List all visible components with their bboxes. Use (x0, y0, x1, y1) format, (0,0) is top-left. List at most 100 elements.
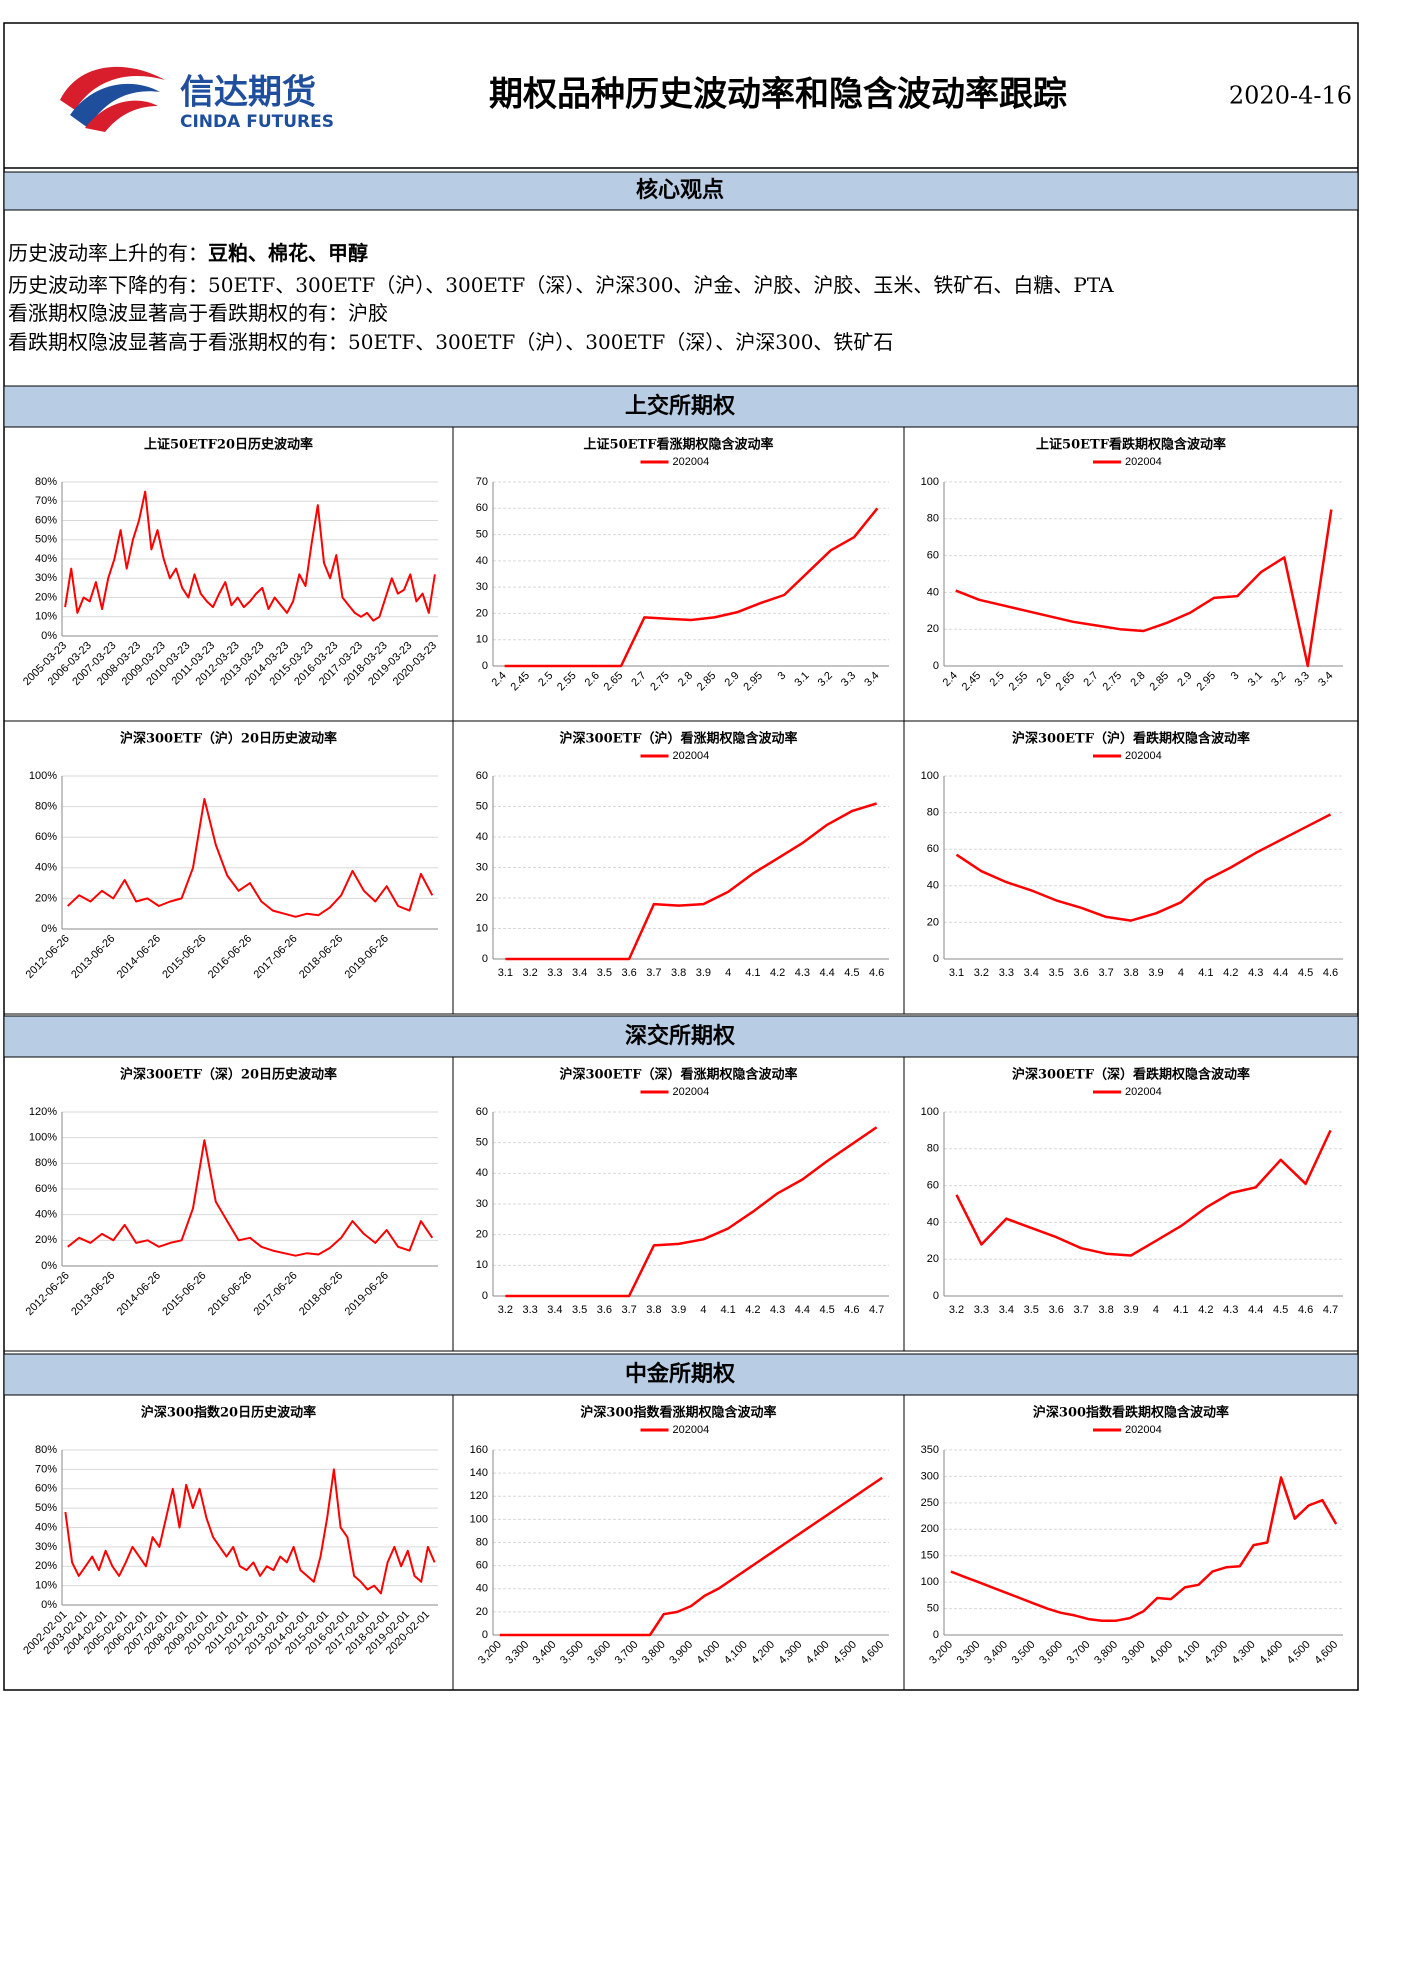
section-bar (3, 171, 1359, 211)
data-line (955, 813, 1332, 922)
x-tick-label: 2.75 (648, 670, 672, 694)
legend-label: 202004 (673, 456, 710, 468)
data-line (64, 1468, 436, 1595)
data-line (955, 509, 1333, 668)
y-tick-label: 0 (482, 660, 488, 672)
x-tick-label: 2012-06-26 (24, 1270, 72, 1318)
x-tick-label: 2.9 (722, 670, 741, 689)
x-tick-label: 4,400 (804, 1639, 832, 1667)
chart-title: 沪深300指数20日历史波动率 (141, 1405, 316, 1421)
y-tick-label: 80 (927, 513, 939, 525)
data-line (499, 1476, 883, 1637)
x-tick-label: 4 (700, 1304, 706, 1316)
x-tick-label: 3.6 (621, 967, 636, 979)
y-tick-label: 50 (476, 800, 488, 812)
x-tick-label: 2013-06-26 (69, 1270, 117, 1318)
data-line (67, 798, 434, 918)
x-tick-label: 3.8 (646, 1304, 661, 1316)
x-tick-label: 2.5 (988, 670, 1007, 689)
x-tick-label: 4.2 (1198, 1304, 1213, 1316)
y-tick-label: 30% (35, 1541, 57, 1553)
data-line (67, 1139, 434, 1257)
y-tick-label: 100% (29, 1132, 57, 1144)
x-tick-label: 2.9 (1175, 670, 1194, 689)
x-tick-label: 2014-06-26 (115, 1270, 163, 1318)
y-tick-label: 40% (35, 1209, 57, 1221)
y-tick-label: 80% (35, 801, 57, 813)
x-tick-label: 2.55 (555, 670, 579, 694)
chart-title: 沪深300ETF（沪）看涨期权隐含波动率 (560, 731, 798, 747)
chart-frame (903, 1056, 1359, 1352)
x-tick-label: 2.7 (1081, 670, 1100, 689)
x-tick-label: 2.4 (941, 670, 960, 689)
core-line: 看跌期权隐波显著高于看涨期权的有：50ETF、300ETF（沪）、300ETF（… (8, 330, 893, 354)
y-tick-label: 20 (927, 1253, 939, 1265)
chart-frame (903, 1394, 1359, 1691)
x-tick-label: 2.45 (508, 670, 532, 694)
x-tick-label: 3.4 (999, 1304, 1014, 1316)
y-tick-label: 20 (476, 1229, 488, 1241)
y-tick-label: 0 (933, 1290, 939, 1302)
y-tick-label: 200 (921, 1523, 939, 1535)
x-tick-label: 3.9 (1148, 967, 1163, 979)
x-tick-label: 4,500 (1285, 1639, 1313, 1667)
x-tick-label: 2019-06-26 (343, 933, 391, 981)
x-tick-label: 3.8 (671, 967, 686, 979)
chart-title: 沪深300ETF（深）看涨期权隐含波动率 (560, 1067, 798, 1083)
core-items: 50ETF、300ETF（沪）、300ETF（深）、沪深300、沪金、沪胶、沪胶… (208, 273, 1114, 297)
y-tick-label: 80% (35, 1157, 57, 1169)
x-tick-label: 4,500 (831, 1639, 859, 1667)
x-tick-label: 2012-06-26 (24, 933, 72, 981)
x-tick-label: 2019-06-26 (343, 1270, 391, 1318)
x-tick-label: 3.5 (572, 1304, 587, 1316)
x-tick-label: 3.4 (572, 967, 587, 979)
x-tick-label: 2.5 (536, 670, 555, 689)
y-tick-label: 70% (35, 495, 57, 507)
x-tick-label: 3,200 (927, 1639, 955, 1667)
x-tick-label: 2014-06-26 (115, 933, 163, 981)
logo-swoosh (85, 100, 158, 132)
x-tick-label: 3,400 (982, 1639, 1010, 1667)
y-tick-label: 350 (921, 1444, 939, 1456)
legend-label: 202004 (1125, 1086, 1162, 1098)
y-tick-label: 10% (35, 1580, 57, 1592)
section-title: 上交所期权 (625, 393, 736, 419)
x-tick-label: 2.85 (1148, 670, 1172, 694)
x-tick-label: 3,700 (1065, 1639, 1093, 1667)
data-line (64, 490, 436, 622)
y-tick-label: 40 (476, 1583, 488, 1595)
x-tick-label: 2.95 (1194, 670, 1218, 694)
chart-title: 上证50ETF看跌期权隐含波动率 (1036, 437, 1226, 453)
y-tick-label: 70% (35, 1463, 57, 1475)
y-tick-label: 100 (921, 1576, 939, 1588)
x-tick-label: 3,800 (1092, 1639, 1120, 1667)
x-tick-label: 4,000 (695, 1639, 723, 1667)
core-label: 看跌期权隐波显著高于看涨期权的有： (8, 330, 348, 354)
x-tick-label: 2.6 (1034, 670, 1053, 689)
x-tick-label: 3.2 (816, 670, 835, 689)
x-tick-label: 2.45 (960, 670, 984, 694)
y-tick-label: 160 (470, 1444, 488, 1456)
x-tick-label: 2.7 (629, 670, 648, 689)
y-tick-label: 40 (476, 1167, 488, 1179)
section-title: 中金所期权 (625, 1361, 736, 1387)
y-tick-label: 40 (476, 555, 488, 567)
x-tick-label: 3.7 (646, 967, 661, 979)
x-tick-label: 3.3 (839, 670, 858, 689)
x-tick-label: 4,100 (1175, 1639, 1203, 1667)
y-tick-label: 0% (41, 630, 57, 642)
y-tick-label: 50 (476, 528, 488, 540)
x-tick-label: 4.4 (795, 1304, 810, 1316)
logo-swoosh (60, 66, 165, 110)
core-label: 历史波动率下降的有： (8, 273, 208, 297)
y-tick-label: 20% (35, 1234, 57, 1246)
x-tick-label: 2.65 (1054, 670, 1078, 694)
x-tick-label: 4,200 (1202, 1639, 1230, 1667)
x-tick-label: 3.4 (1024, 967, 1039, 979)
x-tick-label: 2016-06-26 (206, 933, 254, 981)
x-tick-label: 2.85 (695, 670, 719, 694)
x-tick-label: 4 (1178, 967, 1184, 979)
y-tick-label: 0 (933, 1629, 939, 1641)
x-tick-label: 4.4 (1248, 1304, 1263, 1316)
y-tick-label: 60 (476, 502, 488, 514)
